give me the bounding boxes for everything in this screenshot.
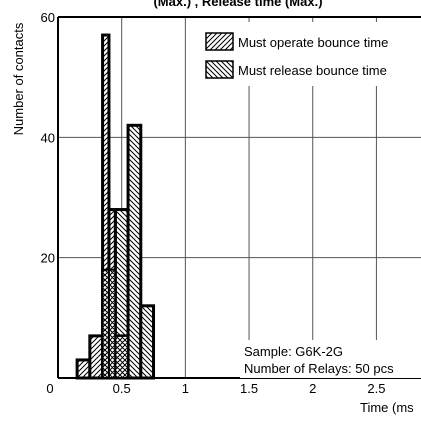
bar-s1-b3	[139, 304, 156, 380]
y-tick-label-2: 40	[41, 130, 55, 145]
bar-overlap-4-1	[114, 334, 130, 379]
sample-annotation: Sample: G6K-2G Number of Relays: 50 pcs	[240, 340, 421, 378]
y-tick-label-3: 60	[41, 10, 55, 25]
histogram-bars	[75, 33, 156, 380]
legend-swatch-release	[205, 60, 234, 79]
y-tick-label-1: 20	[41, 251, 55, 266]
x-tick-label-4: 2	[309, 381, 316, 396]
x-tick-label-5: 2.5	[367, 381, 385, 396]
legend: Must operate bounce time Must release bo…	[200, 22, 421, 86]
x-tick-labels: 00.511.522.53	[46, 381, 385, 396]
legend-label-release: Must release bounce time	[238, 63, 387, 78]
annotation-sample: Sample: G6K-2G	[244, 344, 343, 359]
x-tick-label-1: 0.5	[113, 381, 131, 396]
x-tick-label-3: 1.5	[240, 381, 258, 396]
bar-s0-b0	[75, 358, 92, 380]
bar-s1-b2	[126, 123, 143, 380]
chart-title-fragment: (Max.) , Release time (Max.)	[153, 0, 322, 9]
annotation-box	[240, 340, 421, 378]
legend-box	[200, 22, 421, 86]
legend-label-operate: Must operate bounce time	[238, 35, 388, 50]
y-tick-labels: 20 40 60	[41, 10, 55, 266]
bar-s0-b1	[88, 334, 105, 380]
x-tick-label-0: 0	[46, 381, 53, 396]
annotation-relays: Number of Relays: 50 pcs	[244, 361, 394, 376]
x-axis-label: Time (ms	[360, 400, 414, 415]
legend-swatch-operate	[205, 32, 234, 51]
y-axis-label: Number of contacts	[11, 22, 26, 135]
x-tick-label-2: 1	[182, 381, 189, 396]
